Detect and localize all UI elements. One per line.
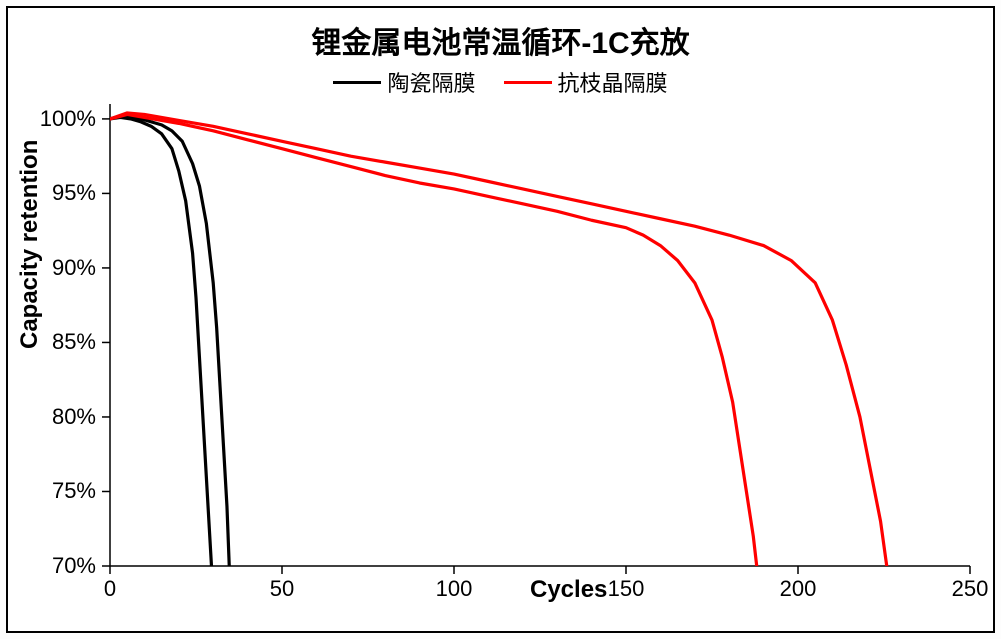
x-tick-label: 0 xyxy=(104,576,116,602)
y-tick-label: 85% xyxy=(52,329,96,355)
legend-swatch-ceramic xyxy=(333,81,381,84)
x-tick-label: 150 xyxy=(608,576,645,602)
x-tick-label: 200 xyxy=(780,576,817,602)
x-tick-label: 50 xyxy=(270,576,294,602)
series-ceramic-b xyxy=(110,116,230,596)
series-ceramic-a xyxy=(110,117,213,595)
y-tick-label: 70% xyxy=(52,553,96,579)
plot-area xyxy=(110,104,970,566)
legend-label-dendrite: 抗枝晶隔膜 xyxy=(558,66,668,98)
x-tick-label: 100 xyxy=(436,576,473,602)
y-axis-label: Capacity retention xyxy=(16,321,44,349)
y-tick-label: 95% xyxy=(52,180,96,206)
y-tick-label: 75% xyxy=(52,478,96,504)
legend-item-ceramic: 陶瓷隔膜 xyxy=(333,66,475,98)
chart-frame: 锂金属电池常温循环-1C充放 陶瓷隔膜 抗枝晶隔膜 Capacity reten… xyxy=(6,6,995,633)
y-tick-label: 100% xyxy=(40,106,96,132)
x-axis-label: Cycles xyxy=(530,576,607,604)
legend-swatch-dendrite xyxy=(504,81,552,84)
chart-title: 锂金属电池常温循环-1C充放 xyxy=(8,18,993,62)
y-tick-label: 80% xyxy=(52,404,96,430)
plot-svg xyxy=(110,104,970,566)
legend-item-dendrite: 抗枝晶隔膜 xyxy=(504,66,668,98)
x-tick-label: 250 xyxy=(952,576,989,602)
legend-label-ceramic: 陶瓷隔膜 xyxy=(387,66,475,98)
y-tick-label: 90% xyxy=(52,255,96,281)
chart-legend: 陶瓷隔膜 抗枝晶隔膜 xyxy=(8,66,993,98)
